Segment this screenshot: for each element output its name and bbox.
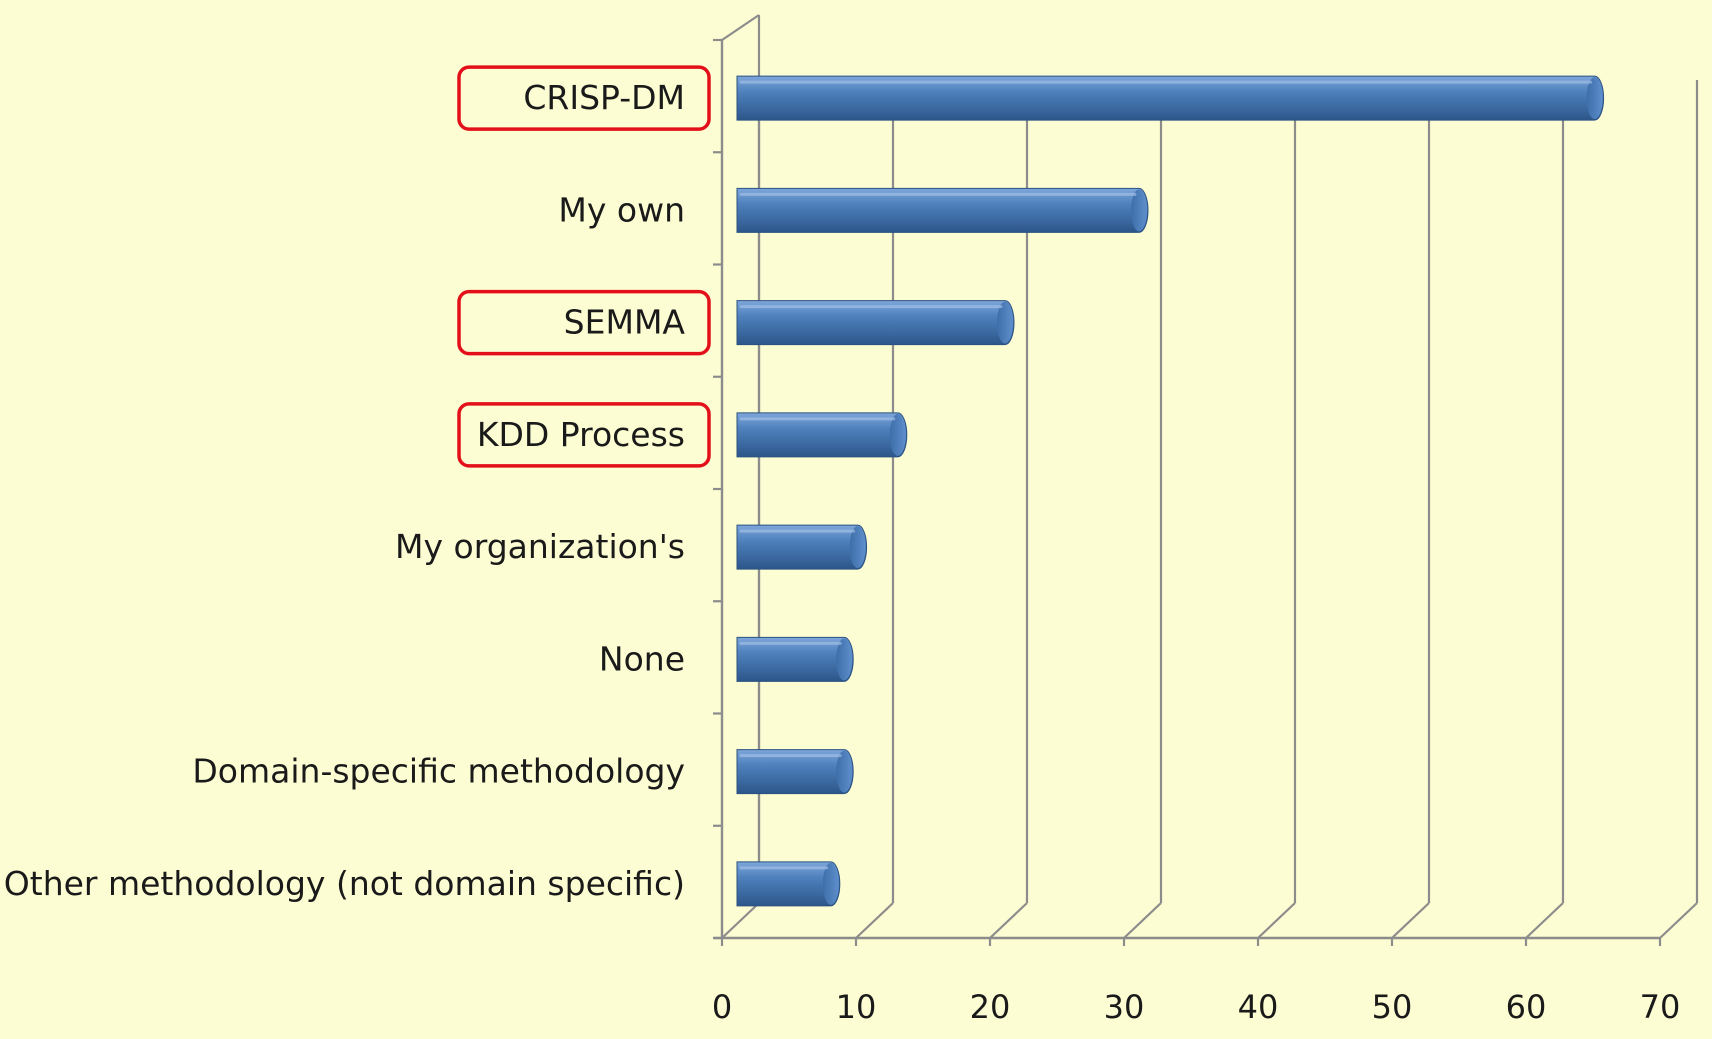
bar-cap: [822, 862, 839, 905]
bar: [736, 524, 868, 570]
bar-body: [736, 412, 908, 458]
bar: [736, 412, 908, 458]
bar-body: [736, 75, 1605, 121]
gridline-foot: [855, 902, 894, 939]
category-label: CRISP-DM: [523, 78, 685, 117]
bar-body: [736, 300, 1015, 346]
x-tick-label: 20: [970, 988, 1011, 1026]
category-label: My organization's: [395, 527, 685, 566]
category-label: Domain-specific methodology: [192, 752, 685, 791]
highlight-box: [457, 65, 711, 131]
bar-body: [736, 187, 1149, 233]
bar: [736, 187, 1149, 233]
gridline-foot: [1257, 902, 1296, 939]
bars: [736, 75, 1605, 907]
category-labels: CRISP-DM My own SEMMA KDD Process My organiz…: [4, 65, 711, 903]
bar-cap: [889, 413, 906, 456]
category-label: None: [599, 639, 685, 678]
bar-body: [736, 861, 841, 907]
category-label: My own: [558, 190, 685, 229]
bar-body: [736, 636, 854, 682]
bar-cap: [1131, 189, 1147, 232]
highlight-box: [457, 289, 711, 356]
x-tick-label: 50: [1372, 988, 1413, 1026]
gridline-foot: [1123, 902, 1162, 939]
x-tick-label: 0: [712, 988, 732, 1026]
axes: [713, 14, 1662, 946]
bar-cap: [836, 750, 853, 793]
x-tick-label: 70: [1640, 988, 1681, 1026]
x-tick-label: 40: [1238, 988, 1279, 1026]
axis-corner: [721, 14, 760, 41]
category-label: SEMMA: [564, 303, 686, 342]
gridline-foot: [1525, 902, 1564, 939]
x-tick-label: 60: [1506, 988, 1547, 1026]
bar-cap: [849, 526, 866, 569]
bar-cap: [836, 638, 853, 681]
bar: [736, 300, 1015, 346]
gridline-foot: [1659, 902, 1698, 939]
x-tick-label: 10: [836, 988, 877, 1026]
category-label: KDD Process: [477, 415, 685, 454]
category-label: Other methodology (not domain specific): [4, 864, 685, 903]
gridline-foot: [721, 902, 760, 939]
bar-body: [736, 749, 854, 795]
bar: [736, 861, 841, 907]
x-tick-labels: 0 10 20 30 40 50 60 70: [712, 988, 1681, 1026]
gridline-foot: [1391, 902, 1430, 939]
bar: [736, 75, 1605, 121]
bar: [736, 749, 854, 795]
bar-cap: [1586, 77, 1603, 120]
bar-cap: [997, 301, 1013, 344]
gridline-foot: [989, 902, 1028, 939]
highlight-box: [457, 402, 711, 468]
bar: [736, 636, 854, 682]
bar-body: [736, 524, 868, 570]
x-tick-label: 30: [1104, 988, 1145, 1026]
